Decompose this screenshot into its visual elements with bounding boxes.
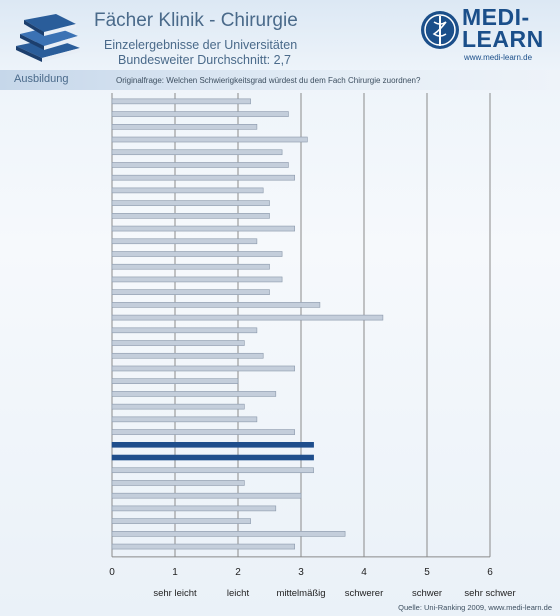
bar [111, 467, 314, 474]
bar [111, 314, 384, 321]
subtitle-line-1: Einzelergebnisse der Universitäten [104, 38, 298, 52]
bar [111, 518, 251, 524]
source-note: Quelle: Uni-Ranking 2009, www.medi-learn… [398, 603, 552, 612]
bar [111, 123, 258, 130]
bar [111, 289, 270, 295]
bar [111, 200, 270, 206]
bar [111, 149, 283, 156]
bar [111, 416, 258, 423]
bar [111, 531, 346, 537]
logo-line-1: MEDI- [462, 4, 530, 30]
logo-line-2: LEARN [462, 26, 544, 52]
bar [111, 365, 295, 372]
logo-url-link[interactable]: www.medi-learn.de [464, 53, 533, 62]
subtitle-line-2: Bundesweiter Durchschnitt: 2,7 [118, 53, 292, 67]
bar [111, 238, 258, 245]
bar [111, 505, 277, 512]
page-title: Fächer Klinik - Chirurgie [94, 10, 298, 31]
caduceus-logo-icon [421, 11, 459, 49]
scale-label: sehr leicht [153, 588, 197, 599]
tick-label: 6 [487, 567, 493, 578]
header: Fächer Klinik - Chirurgie Einzelergebnis… [0, 0, 560, 70]
bar [111, 136, 308, 143]
bar [111, 391, 277, 397]
bar [111, 213, 270, 219]
question-text: Originalfrage: Welchen Schwierigkeitsgra… [116, 76, 421, 85]
tick-label: 4 [361, 567, 367, 578]
bar [111, 187, 264, 194]
bar-highlighted [111, 441, 314, 448]
logo-wordmark[interactable]: MEDI- LEARN [462, 4, 544, 52]
tick-label: 5 [424, 567, 430, 578]
bar-highlighted [111, 454, 314, 461]
bar [111, 276, 283, 283]
section-band [0, 70, 560, 90]
bar [111, 429, 295, 435]
tick-label: 3 [298, 567, 304, 578]
bar [111, 543, 295, 550]
tick-label: 2 [235, 567, 241, 578]
bar [111, 492, 302, 499]
bar [111, 340, 245, 346]
tick-label: 1 [172, 567, 178, 578]
bar [111, 480, 245, 486]
bar [111, 174, 295, 181]
scale-label: schwer [412, 588, 442, 599]
bar [111, 403, 245, 410]
bar [111, 327, 258, 334]
bar [111, 352, 264, 359]
scale-label: schwerer [345, 588, 384, 599]
bar [111, 302, 321, 308]
bar [111, 98, 251, 105]
tick-label: 0 [109, 567, 115, 578]
scale-label: leicht [227, 588, 250, 599]
books-icon [16, 14, 80, 62]
chart-area: 0 1 2 3 4 5 6 sehr leicht leicht mittelmäßig schwe… [0, 90, 560, 605]
scale-label: sehr schwer [464, 588, 515, 599]
bar [111, 111, 289, 117]
section-label: Ausbildung [14, 73, 69, 85]
bar [111, 378, 239, 385]
bar [111, 162, 289, 168]
scale-label: mittelmäßig [276, 588, 325, 599]
bar [111, 263, 270, 270]
bar-chart: 0 1 2 3 4 5 6 sehr leicht leicht mittelmäßig schwe… [109, 93, 516, 599]
bar [111, 225, 295, 232]
bar [111, 251, 283, 257]
